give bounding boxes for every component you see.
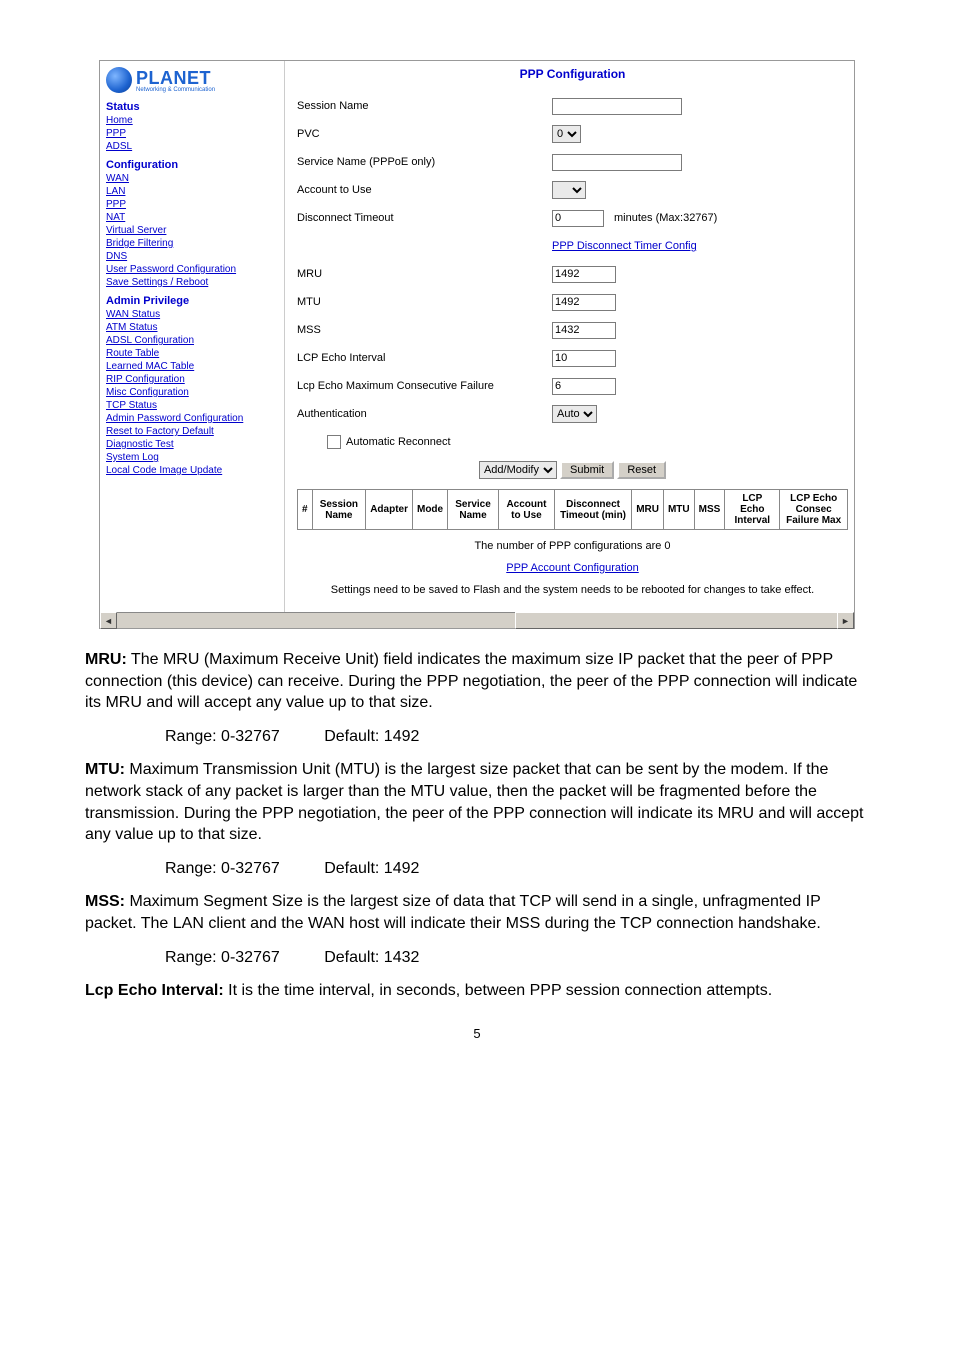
col-mtu: MTU — [663, 490, 694, 530]
ppp-timer-config-link[interactable]: PPP Disconnect Timer Config — [552, 240, 697, 252]
sidebar-item-factory-default[interactable]: Reset to Factory Default — [106, 425, 280, 438]
label-disconnect-timeout: Disconnect Timeout — [297, 212, 552, 224]
sidebar-item-mac-table[interactable]: Learned MAC Table — [106, 360, 280, 373]
sidebar-item-user-password[interactable]: User Password Configuration — [106, 263, 280, 276]
sidebar-item-dns[interactable]: DNS — [106, 250, 280, 263]
col-mss: MSS — [694, 490, 725, 530]
sidebar-item-lan[interactable]: LAN — [106, 185, 280, 198]
service-name-input[interactable] — [552, 154, 682, 171]
label-account: Account to Use — [297, 184, 552, 196]
page-title: PPP Configuration — [297, 67, 848, 81]
sidebar-item-atm-status[interactable]: ATM Status — [106, 321, 280, 334]
logo-brand: PLANET — [136, 68, 211, 88]
account-select[interactable] — [552, 181, 586, 199]
sidebar-item-image-update[interactable]: Local Code Image Update — [106, 464, 280, 477]
scroll-left-icon[interactable]: ◄ — [100, 612, 117, 629]
mtu-input[interactable] — [552, 294, 616, 311]
disconnect-timeout-input[interactable] — [552, 210, 604, 227]
sidebar-item-ppp-cfg[interactable]: PPP — [106, 198, 280, 211]
sidebar-item-diagnostic[interactable]: Diagnostic Test — [106, 438, 280, 451]
sidebar-section-configuration: Configuration — [106, 159, 280, 171]
sidebar-item-admin-password[interactable]: Admin Password Configuration — [106, 412, 280, 425]
sidebar-item-bridge-filtering[interactable]: Bridge Filtering — [106, 237, 280, 250]
sidebar-item-rip-config[interactable]: RIP Configuration — [106, 373, 280, 386]
label-lcp-interval: LCP Echo Interval — [297, 352, 552, 364]
horizontal-scrollbar[interactable]: ◄ ► — [100, 612, 854, 628]
col-account: Account to Use — [498, 490, 554, 530]
app-screenshot: PLANET Networking & Communication Status… — [99, 60, 855, 629]
reset-button[interactable]: Reset — [617, 461, 666, 479]
sidebar-item-virtual-server[interactable]: Virtual Server — [106, 224, 280, 237]
config-count-msg: The number of PPP configurations are 0 — [297, 540, 848, 552]
mru-input[interactable] — [552, 266, 616, 283]
sidebar-item-adsl[interactable]: ADSL — [106, 140, 280, 153]
sidebar-item-tcp-status[interactable]: TCP Status — [106, 399, 280, 412]
col-session-name: Session Name — [312, 490, 366, 530]
authentication-select[interactable]: Auto — [552, 405, 597, 423]
label-lcp-max-fail: Lcp Echo Maximum Consecutive Failure — [297, 380, 552, 392]
sidebar-section-admin: Admin Privilege — [106, 295, 280, 307]
config-table: # Session Name Adapter Mode Service Name… — [297, 489, 848, 530]
disconnect-units: minutes (Max:32767) — [614, 212, 717, 224]
sidebar-item-nat[interactable]: NAT — [106, 211, 280, 224]
sidebar-item-route-table[interactable]: Route Table — [106, 347, 280, 360]
col-service-name: Service Name — [448, 490, 499, 530]
sidebar-item-save-reboot[interactable]: Save Settings / Reboot — [106, 276, 280, 289]
label-mtu: MTU — [297, 296, 552, 308]
page-number: 5 — [85, 1026, 869, 1041]
col-disconnect-timeout: Disconnect Timeout (min) — [554, 490, 631, 530]
scroll-thumb[interactable] — [515, 612, 842, 629]
auto-reconnect-checkbox[interactable] — [327, 435, 341, 449]
col-num: # — [298, 490, 313, 530]
label-auto-reconnect: Automatic Reconnect — [346, 436, 451, 448]
scroll-right-icon[interactable]: ► — [837, 612, 854, 629]
label-authentication: Authentication — [297, 408, 552, 420]
table-header-row: # Session Name Adapter Mode Service Name… — [298, 490, 848, 530]
col-adapter: Adapter — [366, 490, 413, 530]
label-session-name: Session Name — [297, 100, 552, 112]
col-mru: MRU — [632, 490, 664, 530]
range-mru: Range: 0-32767 Default: 1492 — [165, 726, 869, 748]
save-msg: Settings need to be saved to Flash and t… — [297, 584, 848, 596]
main-panel: PPP Configuration Session Name PVC 0 Ser… — [285, 61, 854, 612]
add-modify-select[interactable]: Add/Modify — [479, 461, 557, 479]
paragraph-lcp: Lcp Echo Interval: It is the time interv… — [85, 980, 869, 1002]
pvc-select[interactable]: 0 — [552, 125, 581, 143]
paragraph-mru: MRU: The MRU (Maximum Receive Unit) fiel… — [85, 649, 869, 714]
logo: PLANET Networking & Communication — [106, 67, 280, 93]
sidebar-item-misc-config[interactable]: Misc Configuration — [106, 386, 280, 399]
lcp-interval-input[interactable] — [552, 350, 616, 367]
submit-button[interactable]: Submit — [560, 461, 614, 479]
sidebar-item-wan-status[interactable]: WAN Status — [106, 308, 280, 321]
mss-input[interactable] — [552, 322, 616, 339]
session-name-input[interactable] — [552, 98, 682, 115]
sidebar-item-wan[interactable]: WAN — [106, 172, 280, 185]
sidebar-item-ppp[interactable]: PPP — [106, 127, 280, 140]
sidebar-item-home[interactable]: Home — [106, 114, 280, 127]
sidebar-item-system-log[interactable]: System Log — [106, 451, 280, 464]
ppp-account-config-link[interactable]: PPP Account Configuration — [506, 562, 639, 574]
label-pvc: PVC — [297, 128, 552, 140]
sidebar-item-adsl-config[interactable]: ADSL Configuration — [106, 334, 280, 347]
logo-icon — [106, 67, 132, 93]
sidebar-section-status: Status — [106, 101, 280, 113]
col-lcp-interval: LCP Echo Interval — [725, 490, 780, 530]
col-mode: Mode — [412, 490, 447, 530]
paragraph-mtu: MTU: Maximum Transmission Unit (MTU) is … — [85, 759, 869, 845]
range-mtu: Range: 0-32767 Default: 1492 — [165, 858, 869, 880]
col-lcp-fail: LCP Echo Consec Failure Max — [780, 490, 848, 530]
logo-subtitle: Networking & Communication — [136, 87, 215, 93]
lcp-max-fail-input[interactable] — [552, 378, 616, 395]
sidebar: PLANET Networking & Communication Status… — [100, 61, 285, 612]
range-mss: Range: 0-32767 Default: 1432 — [165, 947, 869, 969]
label-service-name: Service Name (PPPoE only) — [297, 156, 552, 168]
paragraph-mss: MSS: Maximum Segment Size is the largest… — [85, 891, 869, 934]
label-mss: MSS — [297, 324, 552, 336]
label-mru: MRU — [297, 268, 552, 280]
